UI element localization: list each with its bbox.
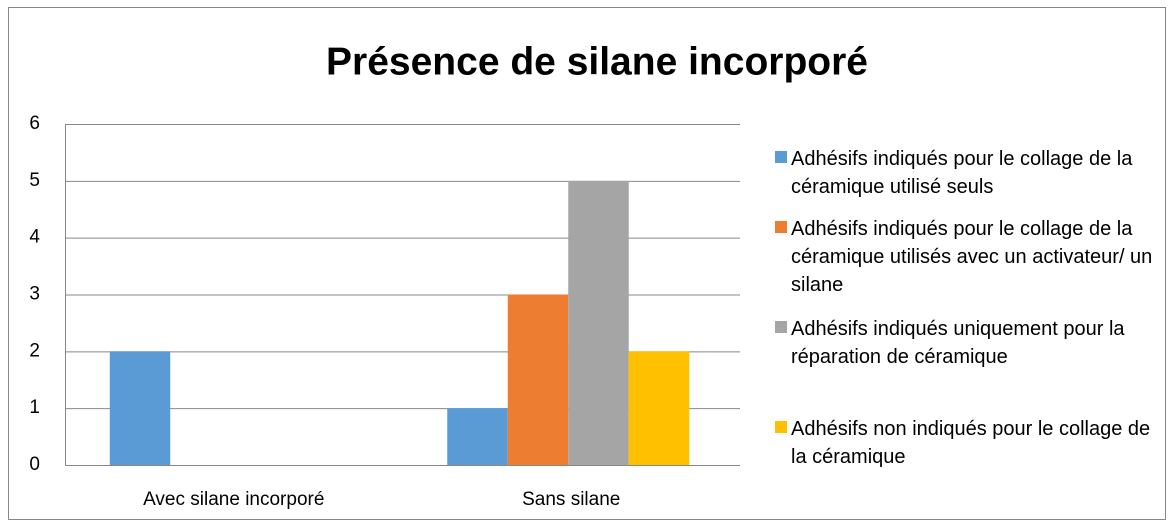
y-tick-label: 0 [29, 454, 40, 475]
legend-swatch [775, 421, 787, 433]
legend-label: Adhésifs indiqués uniquement pour la rép… [791, 318, 1125, 368]
bar [628, 351, 690, 465]
y-tick-label: 2 [29, 340, 40, 361]
legend-entry: Adhésifs indiqués pour le collage de la … [775, 215, 1156, 299]
legend-entry: Adhésifs indiqués uniquement pour la rép… [775, 315, 1156, 371]
y-tick-label: 3 [29, 284, 40, 305]
chart-border [8, 7, 1166, 520]
chart-title: Présence de silane incorporé [326, 40, 868, 83]
legend-swatch [775, 151, 787, 163]
legend-entry: Adhésifs indiqués pour le collage de la … [775, 145, 1156, 201]
legend-entry: Adhésifs non indiqués pour le collage de… [775, 415, 1156, 471]
legend-label: Adhésifs indiqués pour le collage de la … [791, 218, 1153, 296]
legend-swatch [775, 221, 787, 233]
x-tick-label: Avec silane incorporé [143, 489, 324, 510]
legend-label: Adhésifs non indiqués pour le collage de… [791, 418, 1151, 468]
x-tick-label: Sans silane [522, 489, 620, 510]
bar [447, 408, 508, 465]
legend-label: Adhésifs indiqués pour le collage de la … [791, 148, 1133, 198]
bar [507, 294, 569, 465]
y-tick-label: 4 [29, 227, 40, 248]
y-tick-label: 1 [29, 397, 40, 418]
y-tick-label: 5 [29, 170, 40, 191]
legend-swatch [775, 321, 787, 333]
bar [568, 180, 629, 466]
bar [109, 351, 171, 465]
y-tick-label: 6 [29, 113, 40, 134]
